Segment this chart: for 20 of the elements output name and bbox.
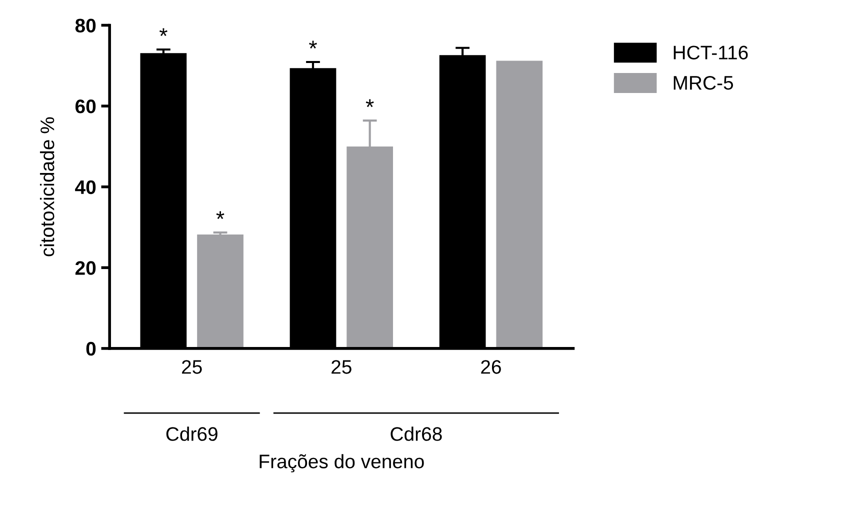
y-tick-label: 80 <box>75 18 96 32</box>
data-label: * <box>366 99 374 108</box>
text: Cdr68 <box>390 426 442 441</box>
data-label: * <box>216 211 224 220</box>
legend-label: MRC-5 <box>674 76 734 90</box>
legend-label: HCT-116 <box>674 46 748 60</box>
y-tick-label: 60 <box>75 100 96 114</box>
y-tick-label: 40 <box>75 180 96 194</box>
y-tick-label: 20 <box>75 261 96 275</box>
bar <box>197 234 244 348</box>
y-axis-title: citotoxicidade % <box>40 117 54 256</box>
data-label: * <box>309 40 317 49</box>
x-tick-label: 25 <box>182 360 202 374</box>
x-axis-title: Frações do veneno <box>260 454 424 472</box>
text: Cdr69 <box>166 426 218 441</box>
y-tick-label: 0 <box>86 342 96 356</box>
x-tick-label: 25 <box>332 360 352 374</box>
bar <box>496 60 543 348</box>
data-label: * <box>159 28 168 36</box>
x-tick-label: 26 <box>481 360 501 374</box>
